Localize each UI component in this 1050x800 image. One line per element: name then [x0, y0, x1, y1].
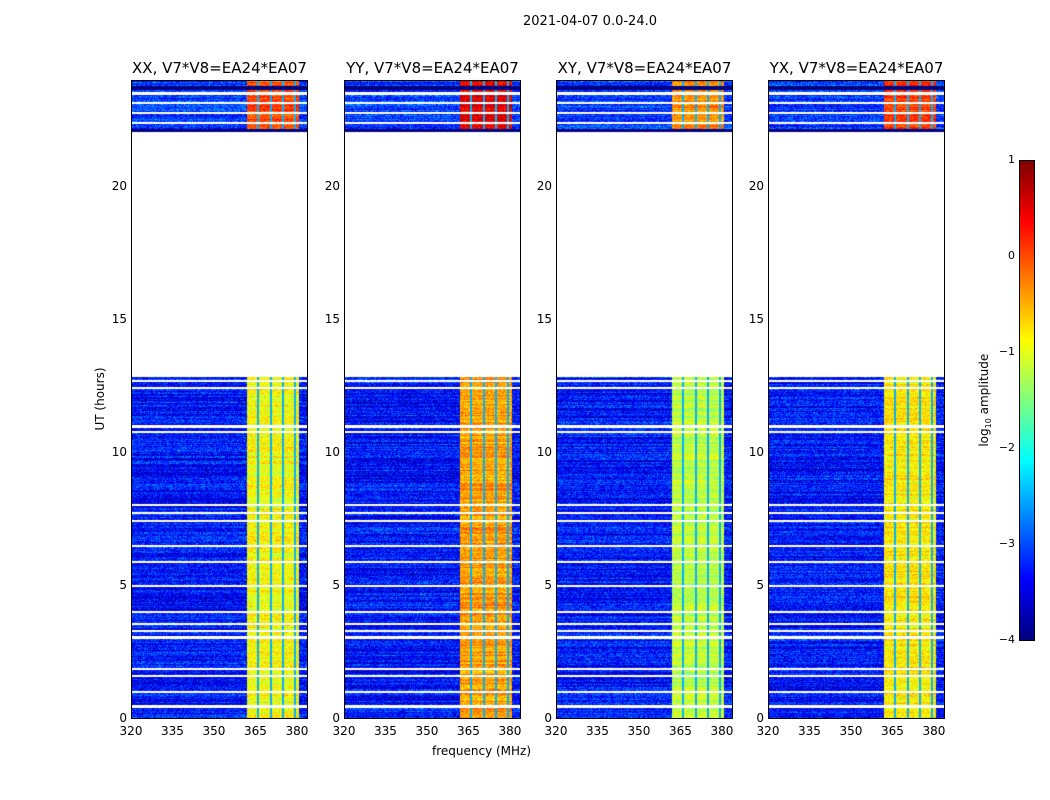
y-tick-label: 5 [332, 577, 340, 592]
x-tick-label: 365 [244, 724, 267, 738]
y-tick-label: 0 [756, 711, 764, 725]
colorbar-tick-label: −1 [998, 345, 1015, 358]
x-tick-label: 365 [881, 724, 904, 738]
y-tick-label: 5 [119, 577, 127, 592]
heatmap-image [769, 81, 944, 718]
y-tick-label: 15 [111, 311, 127, 326]
panel-title: YY, V7*V8=EA24*EA07 [346, 59, 519, 77]
x-tick-label: 335 [374, 724, 397, 738]
y-tick-label: 15 [324, 311, 340, 326]
x-tick-label: 320 [756, 724, 780, 738]
figure-title: 2021-04-07 0.0-24.0 [523, 14, 657, 29]
colorbar-tick-label: −4 [998, 633, 1015, 646]
y-tick-label: 0 [332, 711, 340, 725]
heatmap-image [345, 81, 520, 718]
y-tick-label: 20 [111, 178, 127, 193]
heatmap-panel-3 [768, 80, 945, 719]
heatmap-panel-0 [131, 80, 308, 719]
x-tick-label: 380 [498, 724, 522, 738]
x-tick-label: 350 [839, 724, 863, 738]
y-tick-label: 10 [111, 444, 127, 459]
x-tick-label: 335 [586, 724, 609, 738]
y-tick-label: 0 [119, 711, 127, 725]
x-tick-label: 380 [922, 724, 946, 738]
heatmap-panel-2 [556, 80, 733, 719]
x-tick-label: 320 [119, 724, 143, 738]
y-tick-label: 20 [748, 178, 764, 193]
y-tick-label: 5 [756, 577, 764, 592]
y-tick-label: 15 [748, 311, 764, 326]
x-tick-label: 350 [415, 724, 439, 738]
colorbar-label: log10 amplitude [976, 353, 994, 447]
panel-title: XX, V7*V8=EA24*EA07 [132, 59, 307, 77]
y-tick-label: 20 [324, 178, 340, 193]
x-tick-label: 320 [332, 724, 356, 738]
colorbar-tick-label: 1 [1008, 153, 1015, 166]
x-tick-label: 350 [202, 724, 226, 738]
y-tick-label: 10 [536, 444, 552, 459]
y-axis-label: UT (hours) [93, 367, 107, 431]
y-tick-label: 10 [748, 444, 764, 459]
colorbar-tick-label: −3 [998, 537, 1015, 550]
x-axis-label: frequency (MHz) [432, 744, 532, 758]
y-tick-label: 15 [536, 311, 552, 326]
panel-title: XY, V7*V8=EA24*EA07 [557, 59, 732, 77]
x-tick-label: 380 [285, 724, 309, 738]
x-tick-label: 335 [161, 724, 184, 738]
x-tick-label: 365 [457, 724, 480, 738]
y-tick-label: 20 [536, 178, 552, 193]
colorbar-tick-label: 0 [1008, 249, 1015, 262]
y-tick-label: 10 [324, 444, 340, 459]
x-tick-label: 320 [544, 724, 568, 738]
x-tick-label: 365 [669, 724, 692, 738]
colorbar [1019, 160, 1035, 641]
heatmap-panel-1 [344, 80, 521, 719]
y-tick-label: 5 [544, 577, 552, 592]
x-tick-label: 380 [710, 724, 734, 738]
panel-title: YX, V7*V8=EA24*EA07 [769, 59, 944, 77]
colorbar-tick-label: −2 [998, 441, 1015, 454]
y-tick-label: 0 [544, 711, 552, 725]
heatmap-image [132, 81, 307, 718]
heatmap-image [557, 81, 732, 718]
x-tick-label: 335 [798, 724, 821, 738]
x-tick-label: 350 [627, 724, 651, 738]
